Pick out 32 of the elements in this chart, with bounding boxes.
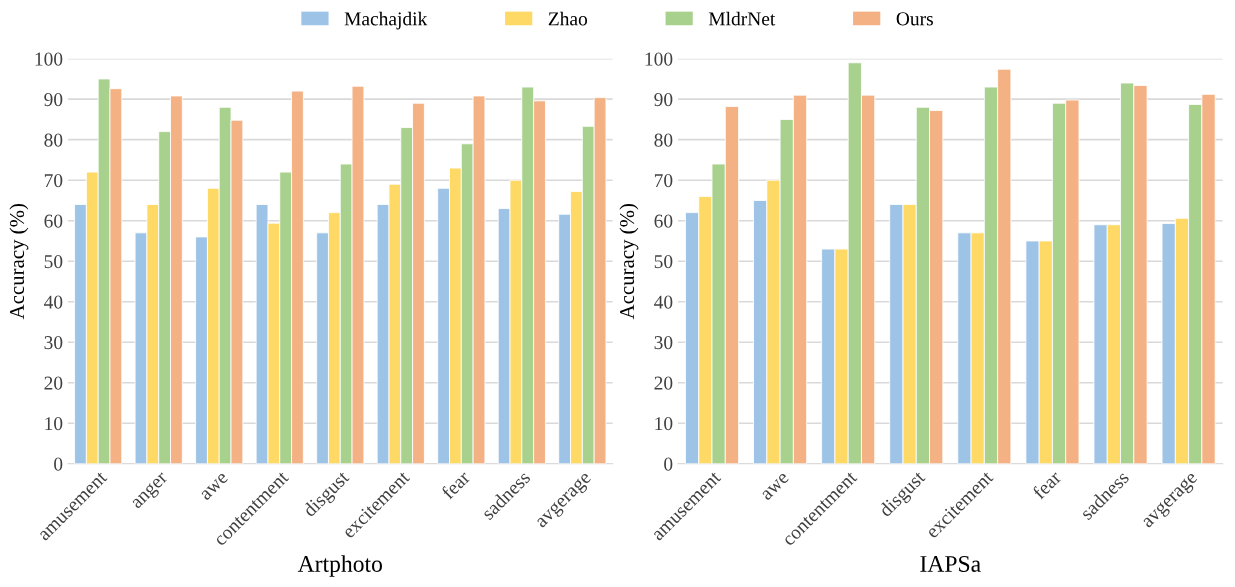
y-tick-label: 10: [655, 417, 673, 431]
y-tick-label: 60: [654, 214, 673, 228]
legend-label: Ours: [896, 12, 933, 26]
x-axis-title: IAPSa: [920, 556, 981, 572]
y-tick-label: 50: [654, 255, 673, 269]
y-tick-label: 30: [44, 336, 63, 350]
y-tick-label: 80: [654, 133, 673, 147]
y-tick-label: 20: [654, 376, 673, 390]
y-tick-label: 0: [664, 457, 673, 471]
legend-label: Machajdik: [344, 11, 428, 30]
x-axis-title: Artphoto: [297, 555, 382, 577]
y-tick-label: 40: [44, 295, 63, 309]
y-tick-label: 90: [44, 93, 63, 107]
y-tick-label: 20: [44, 376, 63, 390]
y-tick-label: 70: [654, 174, 673, 188]
y-axis-title: Accuracy (%): [9, 204, 29, 320]
y-tick-label: 80: [44, 133, 63, 147]
y-tick-label: 40: [654, 295, 673, 309]
y-tick-label: 90: [654, 93, 673, 107]
legend-label: MldrNet: [708, 11, 776, 26]
y-tick-label: 30: [654, 336, 673, 350]
y-tick-label: 10: [45, 417, 63, 431]
y-tick-label: 60: [44, 214, 63, 228]
x-tick-label: fear: [1031, 469, 1062, 500]
y-axis-title: Accuracy (%): [619, 204, 639, 320]
y-tick-label: 0: [54, 457, 63, 471]
x-tick-label: fear: [440, 469, 471, 500]
y-tick-label: 50: [44, 255, 63, 269]
y-tick-label: 70: [44, 174, 63, 188]
y-tick-label: 100: [35, 52, 63, 66]
legend-label: Zhao: [548, 11, 588, 26]
y-tick-label: 100: [645, 52, 673, 66]
